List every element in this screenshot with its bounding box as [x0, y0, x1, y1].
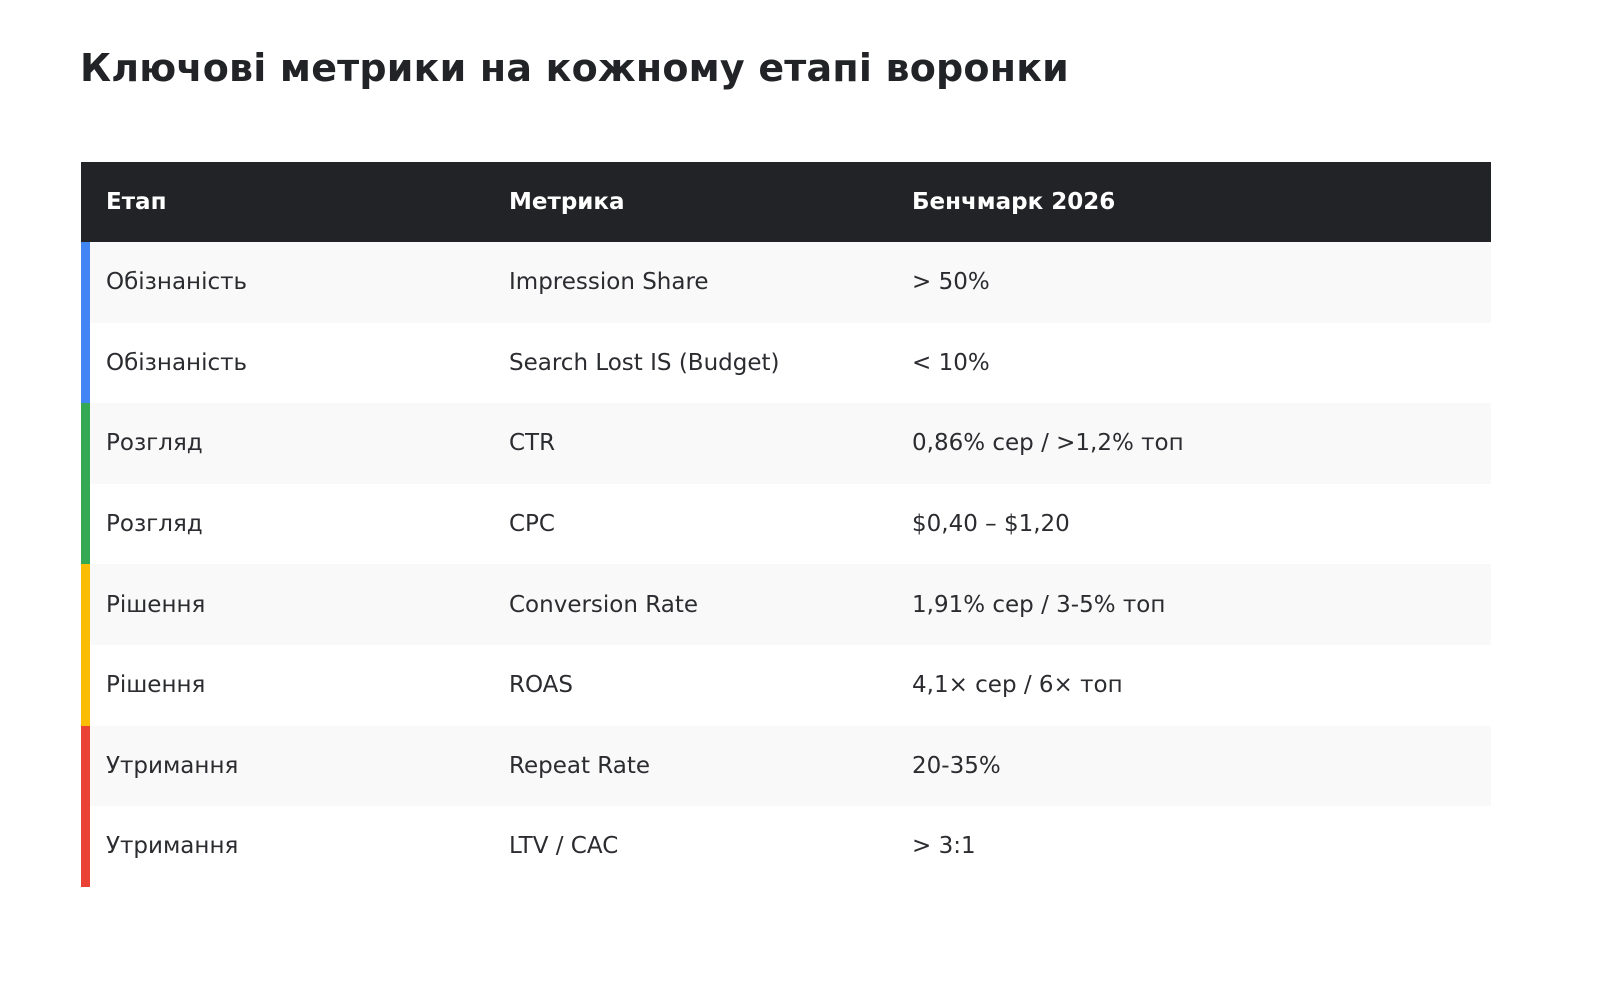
- metric-cell: Search Lost IS (Budget): [509, 349, 780, 376]
- benchmark-cell: 1,91% сер / 3-5% топ: [912, 591, 1166, 618]
- page-title: Ключові метрики на кожному етапі воронки: [80, 46, 1070, 90]
- stage-cell: Утримання: [106, 752, 239, 779]
- metric-cell: Conversion Rate: [509, 591, 698, 618]
- table-row: Обізнаність Search Lost IS (Budget) < 10…: [81, 322, 1491, 404]
- table-row: Розгляд CPC $0,40 – $1,20: [81, 483, 1491, 565]
- header-benchmark: Бенчмарк 2026: [912, 189, 1116, 215]
- benchmark-cell: 0,86% сер / >1,2% топ: [912, 430, 1184, 457]
- stage-cell: Розгляд: [106, 430, 203, 457]
- benchmark-cell: 4,1× сер / 6× топ: [912, 672, 1123, 699]
- benchmark-cell: < 10%: [912, 349, 990, 376]
- metric-cell: Repeat Rate: [509, 752, 651, 779]
- table-row: Утримання Repeat Rate 20-35%: [81, 725, 1491, 807]
- benchmark-cell: > 3:1: [912, 833, 976, 860]
- header-stage: Етап: [106, 189, 167, 215]
- metric-cell: Impression Share: [509, 269, 709, 296]
- stage-color-bar: [81, 564, 90, 645]
- benchmark-cell: 20-35%: [912, 752, 1001, 779]
- stage-color-bar: [81, 403, 90, 484]
- metric-cell: CPC: [509, 511, 555, 538]
- table-row: Розгляд CTR 0,86% сер / >1,2% топ: [81, 403, 1491, 484]
- stage-color-bar: [81, 483, 90, 565]
- metric-cell: ROAS: [509, 672, 574, 699]
- table-row: Утримання LTV / CAC > 3:1: [81, 806, 1491, 887]
- table-row: Рішення Conversion Rate 1,91% сер / 3-5%…: [81, 564, 1491, 645]
- stage-cell: Рішення: [106, 672, 206, 699]
- stage-color-bar: [81, 725, 90, 807]
- table-row: Рішення ROAS 4,1× сер / 6× топ: [81, 644, 1491, 726]
- metric-cell: LTV / CAC: [509, 833, 619, 860]
- table-row: Обізнаність Impression Share > 50%: [81, 242, 1491, 323]
- stage-cell: Обізнаність: [106, 269, 248, 296]
- stage-color-bar: [81, 806, 90, 887]
- stage-color-bar: [81, 644, 90, 726]
- stage-cell: Розгляд: [106, 511, 203, 538]
- header-metric: Метрика: [509, 189, 625, 215]
- stage-color-bar: [81, 322, 90, 404]
- stage-cell: Утримання: [106, 833, 239, 860]
- stage-cell: Рішення: [106, 591, 206, 618]
- benchmark-cell: $0,40 – $1,20: [912, 511, 1070, 538]
- metrics-table: Етап Метрика Бенчмарк 2026 Обізнаність I…: [81, 162, 1491, 887]
- table-header: Етап Метрика Бенчмарк 2026: [81, 162, 1491, 242]
- metric-cell: CTR: [509, 430, 556, 457]
- stage-cell: Обізнаність: [106, 349, 248, 376]
- stage-color-bar: [81, 242, 90, 323]
- benchmark-cell: > 50%: [912, 269, 990, 296]
